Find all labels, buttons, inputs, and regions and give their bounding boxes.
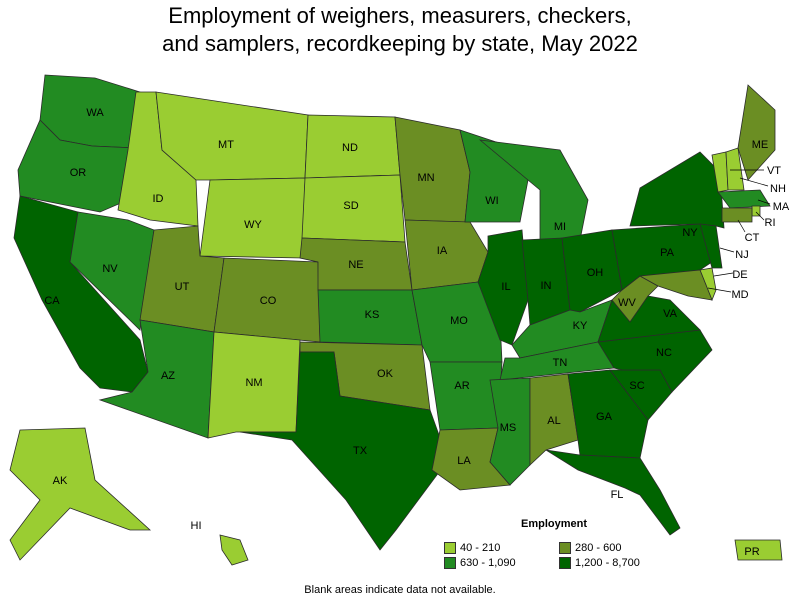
- state-nc[interactable]: [597, 329, 713, 393]
- state-nj[interactable]: [699, 223, 723, 269]
- leader-line-nh: [739, 177, 769, 187]
- legend-title: Employment: [520, 518, 587, 530]
- legend-swatch-4: [559, 557, 571, 569]
- state-label-nd: ND: [342, 142, 358, 154]
- state-label-ca: CA: [44, 295, 60, 307]
- legend-swatch-3: [444, 557, 456, 569]
- state-label-nm: NM: [245, 377, 262, 389]
- legend-item-4: 1,200 - 8,700: [559, 557, 674, 569]
- leader-line-nj: [719, 247, 735, 253]
- state-label-mt: MT: [218, 139, 234, 151]
- state-ar[interactable]: [429, 361, 503, 431]
- legend-label-4: 1,200 - 8,700: [575, 557, 640, 569]
- state-label-ny: NY: [682, 227, 698, 239]
- state-label-ks: KS: [365, 309, 380, 321]
- state-label-wv: WV: [618, 297, 636, 309]
- state-label-me: ME: [752, 139, 769, 151]
- state-label-mn: MN: [417, 172, 434, 184]
- state-label-wi: WI: [485, 195, 498, 207]
- state-label-vt: VT: [767, 165, 781, 177]
- state-pr[interactable]: [734, 539, 783, 561]
- state-label-oh: OH: [587, 267, 604, 279]
- state-oh[interactable]: [561, 229, 623, 313]
- state-label-tx: TX: [353, 445, 368, 457]
- state-label-tn: TN: [553, 357, 568, 369]
- state-label-ga: GA: [596, 411, 613, 423]
- state-ct[interactable]: [721, 207, 753, 223]
- state-nh[interactable]: [725, 147, 745, 191]
- state-md[interactable]: [638, 269, 713, 301]
- state-label-md: MD: [731, 289, 748, 301]
- state-label-nv: NV: [102, 263, 118, 275]
- state-label-in: IN: [541, 280, 552, 292]
- state-label-il: IL: [501, 281, 510, 293]
- map-title: Employment of weighers, measurers, check…: [0, 2, 800, 58]
- state-label-ak: AK: [53, 475, 68, 487]
- legend: Employment 40 - 210 280 - 600 630 - 1,09…: [444, 518, 664, 569]
- leader-line-ri: [755, 211, 765, 221]
- state-label-de: DE: [732, 269, 747, 281]
- state-tx[interactable]: [239, 351, 449, 551]
- state-ma[interactable]: [717, 189, 771, 209]
- state-label-va: VA: [663, 308, 678, 320]
- state-label-fl: FL: [611, 489, 624, 501]
- state-fl[interactable]: [545, 449, 681, 536]
- state-labels: WA OR CA NV ID MT WY UT CO AZ NM ND SD NE KS OK TX MN IA MO…: [44, 107, 790, 558]
- state-label-ms: MS: [500, 422, 517, 434]
- state-label-hi: HI: [191, 520, 202, 532]
- state-label-id: ID: [153, 193, 164, 205]
- legend-item-3: 630 - 1,090: [444, 557, 559, 569]
- leader-line-ct: [737, 219, 746, 233]
- legend-label-2: 280 - 600: [575, 542, 622, 554]
- footnote: Blank areas indicate data not available.: [304, 584, 496, 596]
- state-label-ct: CT: [745, 232, 760, 244]
- state-ak[interactable]: [9, 427, 152, 561]
- state-label-ut: UT: [175, 281, 190, 293]
- state-label-ne: NE: [348, 259, 363, 271]
- state-al[interactable]: [529, 373, 579, 466]
- state-label-al: AL: [547, 415, 560, 427]
- state-label-la: LA: [457, 455, 471, 467]
- state-label-wa: WA: [86, 107, 104, 119]
- state-label-pa: PA: [660, 247, 675, 259]
- state-label-ar: AR: [454, 380, 469, 392]
- leader-line-de: [713, 272, 734, 277]
- legend-swatch-2: [559, 542, 571, 554]
- state-label-az: AZ: [161, 370, 175, 382]
- state-label-nh: NH: [770, 183, 786, 195]
- state-label-ok: OK: [377, 368, 394, 380]
- state-shapes: [9, 74, 783, 566]
- state-mn[interactable]: [394, 116, 471, 223]
- state-label-sc: SC: [629, 380, 644, 392]
- state-label-nc: NC: [656, 347, 672, 359]
- state-label-nj: NJ: [735, 249, 748, 261]
- state-label-ky: KY: [573, 320, 588, 332]
- state-label-sd: SD: [343, 200, 358, 212]
- legend-label-3: 630 - 1,090: [460, 557, 516, 569]
- label-leader-lines: [707, 169, 771, 293]
- state-me[interactable]: [737, 84, 776, 181]
- state-label-ri: RI: [765, 217, 776, 229]
- title-line-2: and samplers, recordkeeping by state, Ma…: [162, 31, 638, 56]
- leader-line-md: [707, 287, 732, 293]
- state-ny[interactable]: [629, 151, 725, 229]
- state-label-co: CO: [260, 295, 277, 307]
- legend-swatch-1: [444, 542, 456, 554]
- state-wy[interactable]: [199, 177, 306, 259]
- leader-line-ma: [757, 199, 771, 205]
- legend-item-2: 280 - 600: [559, 542, 674, 554]
- state-label-mo: MO: [450, 315, 468, 327]
- state-label-ia: IA: [437, 245, 448, 257]
- state-label-ma: MA: [773, 201, 790, 213]
- state-hi[interactable]: [219, 534, 249, 566]
- state-label-pr: PR: [744, 546, 759, 558]
- legend-item-1: 40 - 210: [444, 542, 559, 554]
- title-line-1: Employment of weighers, measurers, check…: [168, 3, 632, 28]
- state-label-mi: MI: [554, 221, 566, 233]
- legend-label-1: 40 - 210: [460, 542, 501, 554]
- state-label-or: OR: [70, 167, 87, 179]
- state-label-wy: WY: [244, 219, 262, 231]
